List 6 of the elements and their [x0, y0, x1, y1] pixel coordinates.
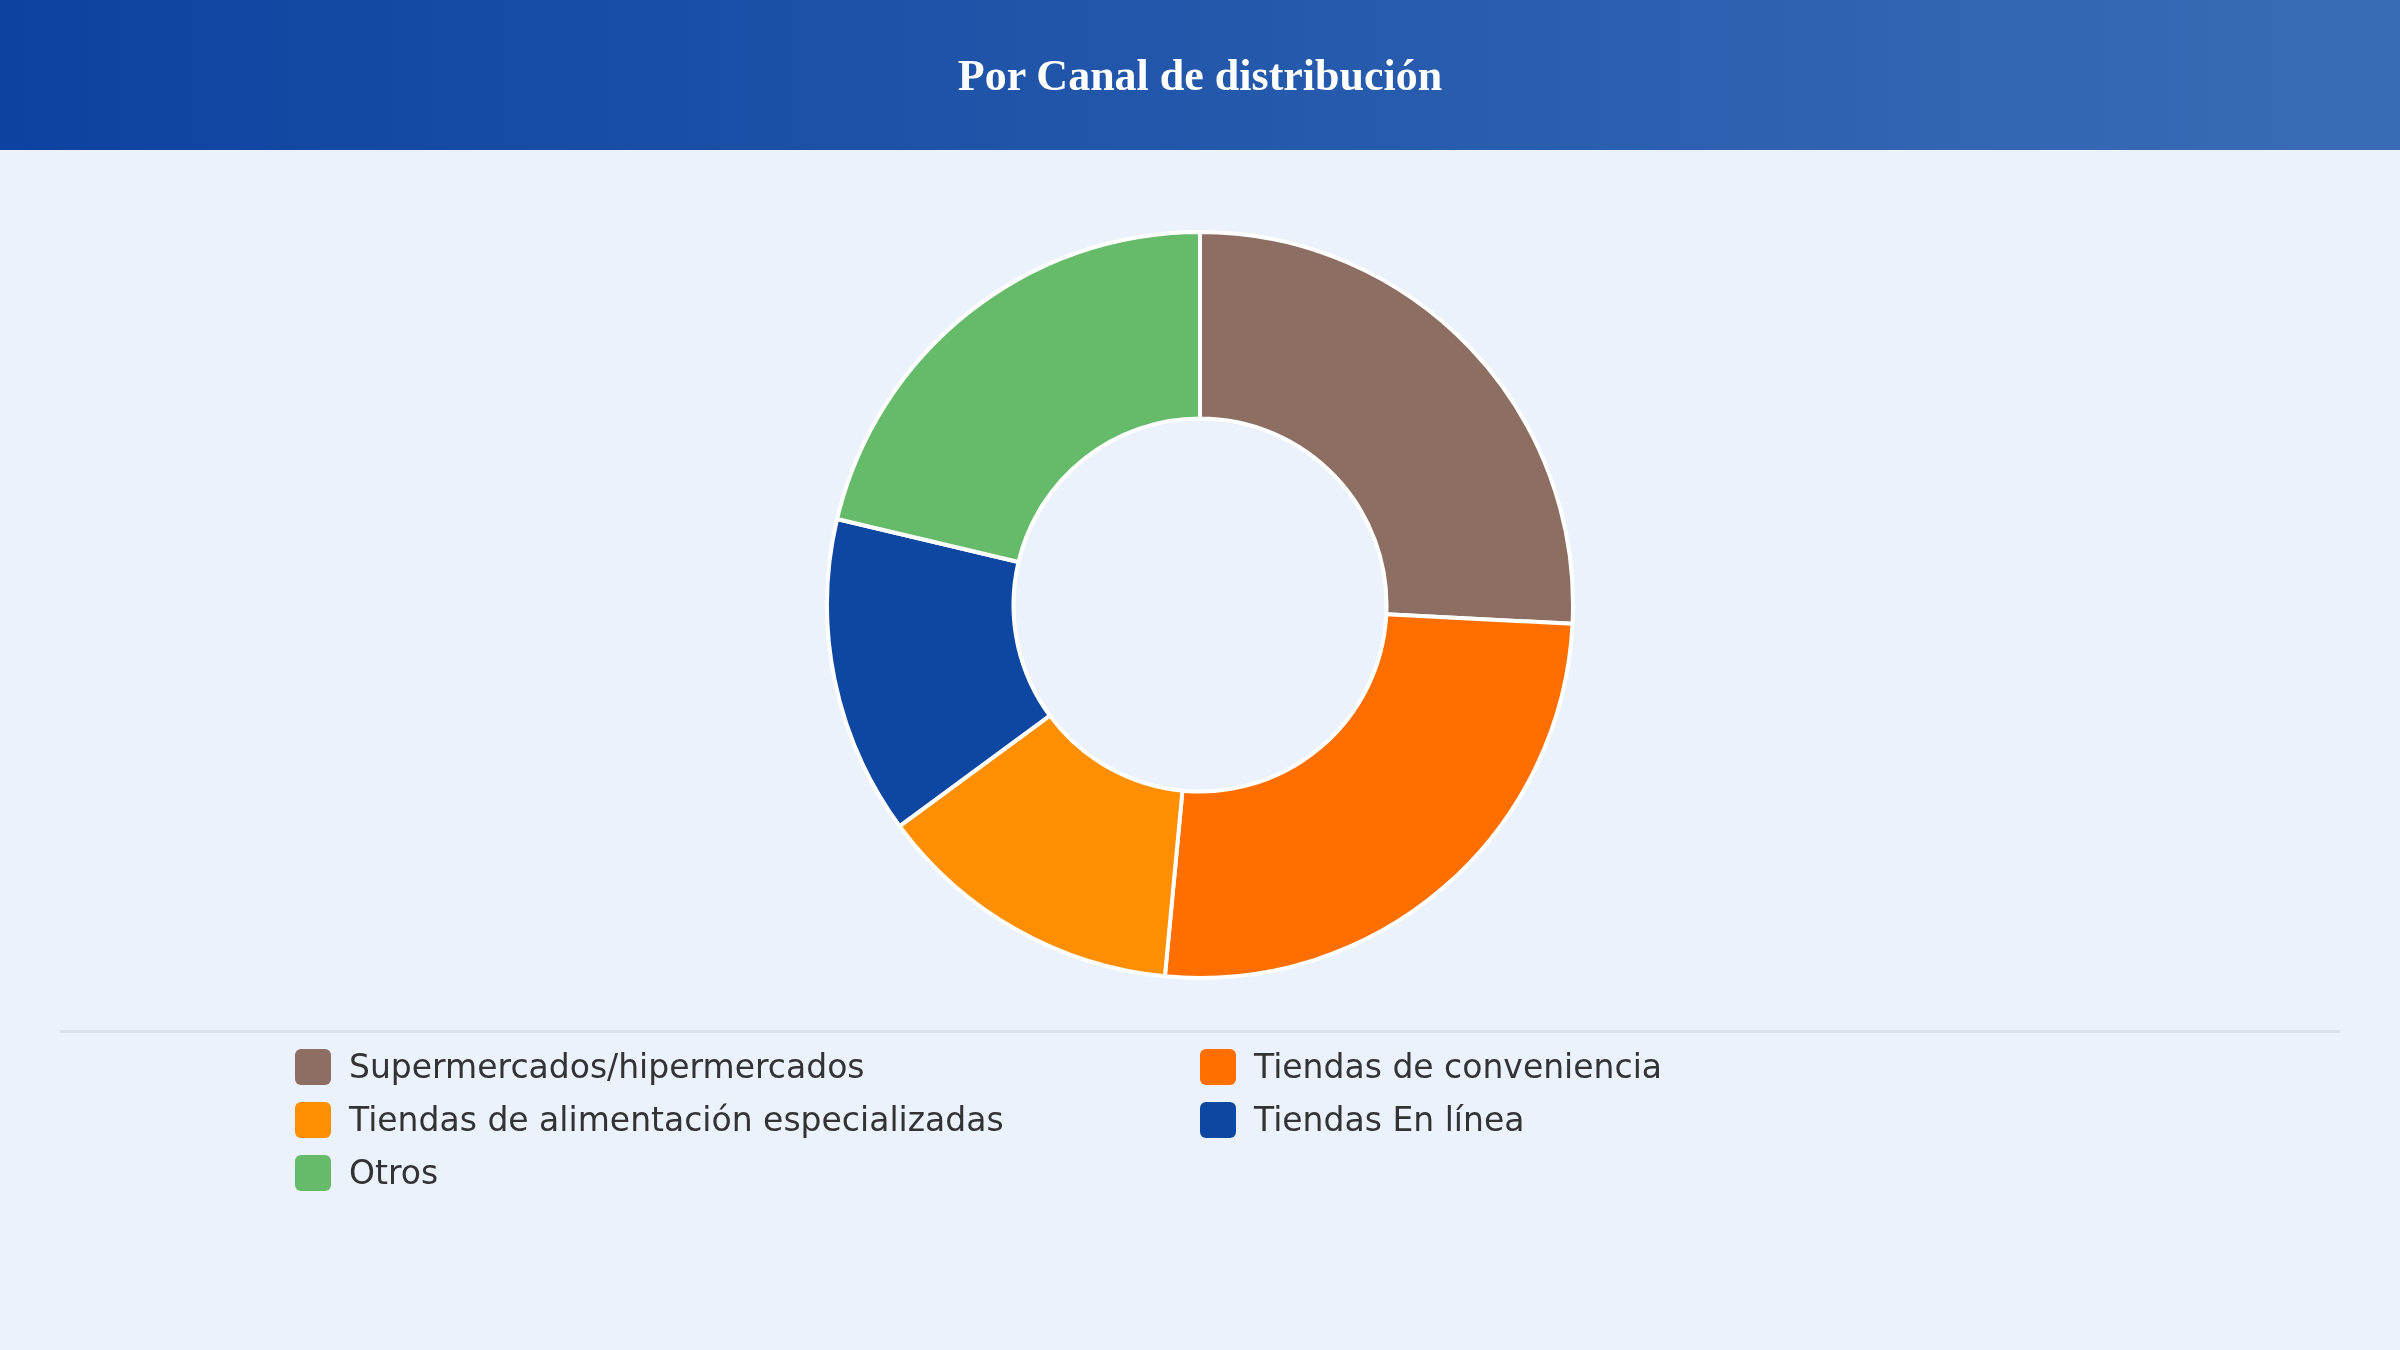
legend-label: Otros [349, 1153, 439, 1192]
legend-label: Supermercados/hipermercados [349, 1047, 865, 1086]
legend-label: Tiendas de conveniencia [1254, 1047, 1663, 1086]
chart-title: Por Canal de distribución [957, 49, 1443, 101]
legend-label: Tiendas de alimentación especializadas [349, 1100, 1004, 1139]
legend-label: Tiendas En línea [1254, 1100, 1525, 1139]
